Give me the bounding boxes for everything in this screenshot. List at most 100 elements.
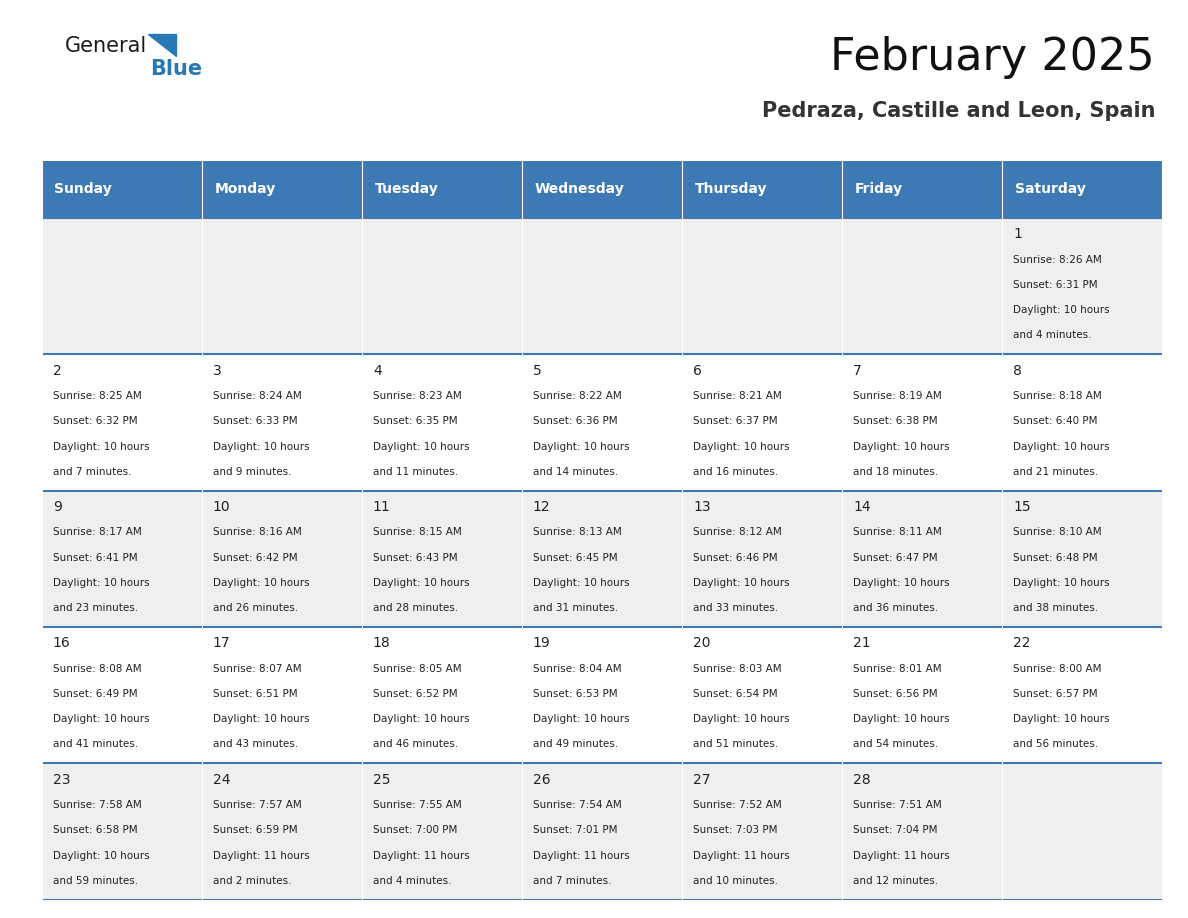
- Text: and 23 minutes.: and 23 minutes.: [52, 603, 138, 613]
- Text: Sunset: 6:36 PM: Sunset: 6:36 PM: [533, 416, 618, 426]
- Bar: [682, 627, 842, 763]
- Text: 3: 3: [213, 364, 222, 378]
- Text: 17: 17: [213, 636, 230, 651]
- Bar: [42, 354, 202, 490]
- Bar: [361, 763, 522, 900]
- Text: 1: 1: [1013, 228, 1022, 241]
- Text: Daylight: 10 hours: Daylight: 10 hours: [213, 577, 309, 588]
- Text: Sunrise: 8:19 AM: Sunrise: 8:19 AM: [853, 391, 942, 401]
- Text: Saturday: Saturday: [1015, 183, 1086, 196]
- Bar: [361, 161, 522, 218]
- Text: Daylight: 10 hours: Daylight: 10 hours: [1013, 714, 1110, 724]
- Text: 11: 11: [373, 500, 391, 514]
- Text: Sunset: 7:04 PM: Sunset: 7:04 PM: [853, 825, 937, 835]
- Text: and 31 minutes.: and 31 minutes.: [533, 603, 618, 613]
- Bar: [682, 490, 842, 627]
- Text: Sunrise: 8:12 AM: Sunrise: 8:12 AM: [693, 528, 782, 537]
- Bar: [522, 490, 682, 627]
- Text: 16: 16: [52, 636, 70, 651]
- Text: Sunset: 7:01 PM: Sunset: 7:01 PM: [533, 825, 618, 835]
- Text: 22: 22: [1013, 636, 1030, 651]
- Text: Sunset: 6:54 PM: Sunset: 6:54 PM: [693, 689, 778, 699]
- Text: and 51 minutes.: and 51 minutes.: [693, 739, 778, 749]
- Text: Sunset: 7:03 PM: Sunset: 7:03 PM: [693, 825, 777, 835]
- Text: and 43 minutes.: and 43 minutes.: [213, 739, 298, 749]
- Bar: [1001, 354, 1162, 490]
- Text: February 2025: February 2025: [830, 36, 1155, 79]
- Text: Daylight: 10 hours: Daylight: 10 hours: [1013, 442, 1110, 452]
- Bar: [42, 218, 202, 354]
- Text: Sunset: 6:41 PM: Sunset: 6:41 PM: [52, 553, 138, 563]
- Text: and 26 minutes.: and 26 minutes.: [213, 603, 298, 613]
- Text: Monday: Monday: [214, 183, 276, 196]
- Text: Sunset: 6:57 PM: Sunset: 6:57 PM: [1013, 689, 1098, 699]
- Text: Sunrise: 8:16 AM: Sunrise: 8:16 AM: [213, 528, 302, 537]
- Text: Sunset: 6:48 PM: Sunset: 6:48 PM: [1013, 553, 1098, 563]
- Bar: [522, 354, 682, 490]
- Polygon shape: [148, 34, 176, 56]
- Text: Sunset: 6:52 PM: Sunset: 6:52 PM: [373, 689, 457, 699]
- Bar: [202, 354, 361, 490]
- Text: Sunset: 6:49 PM: Sunset: 6:49 PM: [52, 689, 138, 699]
- Text: 13: 13: [693, 500, 710, 514]
- Text: and 7 minutes.: and 7 minutes.: [533, 876, 612, 886]
- Text: Daylight: 10 hours: Daylight: 10 hours: [373, 577, 469, 588]
- Text: and 21 minutes.: and 21 minutes.: [1013, 466, 1098, 476]
- Text: Sunrise: 8:23 AM: Sunrise: 8:23 AM: [373, 391, 462, 401]
- Text: Sunrise: 8:18 AM: Sunrise: 8:18 AM: [1013, 391, 1101, 401]
- Text: Sunset: 6:40 PM: Sunset: 6:40 PM: [1013, 416, 1098, 426]
- Text: Sunset: 6:33 PM: Sunset: 6:33 PM: [213, 416, 297, 426]
- Text: 15: 15: [1013, 500, 1031, 514]
- Text: Sunset: 6:32 PM: Sunset: 6:32 PM: [52, 416, 138, 426]
- Text: Sunrise: 8:00 AM: Sunrise: 8:00 AM: [1013, 664, 1101, 674]
- Text: and 11 minutes.: and 11 minutes.: [373, 466, 459, 476]
- Bar: [842, 218, 1001, 354]
- Text: Sunset: 6:56 PM: Sunset: 6:56 PM: [853, 689, 937, 699]
- Bar: [1001, 627, 1162, 763]
- Text: Daylight: 10 hours: Daylight: 10 hours: [52, 577, 150, 588]
- Text: and 18 minutes.: and 18 minutes.: [853, 466, 939, 476]
- Bar: [361, 354, 522, 490]
- Text: Daylight: 10 hours: Daylight: 10 hours: [853, 442, 949, 452]
- Text: Sunrise: 8:21 AM: Sunrise: 8:21 AM: [693, 391, 782, 401]
- Text: Sunset: 6:45 PM: Sunset: 6:45 PM: [533, 553, 618, 563]
- Bar: [202, 161, 361, 218]
- Text: Daylight: 10 hours: Daylight: 10 hours: [853, 577, 949, 588]
- Bar: [42, 490, 202, 627]
- Text: Sunrise: 8:26 AM: Sunrise: 8:26 AM: [1013, 254, 1101, 264]
- Bar: [682, 763, 842, 900]
- Text: Sunrise: 7:57 AM: Sunrise: 7:57 AM: [213, 800, 302, 810]
- Text: Tuesday: Tuesday: [374, 183, 438, 196]
- Text: and 36 minutes.: and 36 minutes.: [853, 603, 939, 613]
- Text: Sunset: 6:38 PM: Sunset: 6:38 PM: [853, 416, 937, 426]
- Text: Sunrise: 8:22 AM: Sunrise: 8:22 AM: [533, 391, 621, 401]
- Text: Sunrise: 8:11 AM: Sunrise: 8:11 AM: [853, 528, 942, 537]
- Bar: [1001, 490, 1162, 627]
- Text: Sunrise: 8:01 AM: Sunrise: 8:01 AM: [853, 664, 942, 674]
- Text: 25: 25: [373, 773, 391, 787]
- Text: and 7 minutes.: and 7 minutes.: [52, 466, 132, 476]
- Text: Daylight: 10 hours: Daylight: 10 hours: [1013, 577, 1110, 588]
- Text: Daylight: 10 hours: Daylight: 10 hours: [1013, 305, 1110, 315]
- Text: Sunrise: 7:51 AM: Sunrise: 7:51 AM: [853, 800, 942, 810]
- Text: Daylight: 10 hours: Daylight: 10 hours: [533, 442, 630, 452]
- Text: Blue: Blue: [150, 59, 202, 79]
- Text: Sunset: 6:59 PM: Sunset: 6:59 PM: [213, 825, 297, 835]
- Text: Daylight: 10 hours: Daylight: 10 hours: [853, 714, 949, 724]
- Text: 28: 28: [853, 773, 871, 787]
- Text: and 49 minutes.: and 49 minutes.: [533, 739, 618, 749]
- Text: Daylight: 10 hours: Daylight: 10 hours: [213, 714, 309, 724]
- Bar: [682, 161, 842, 218]
- Text: Sunset: 6:51 PM: Sunset: 6:51 PM: [213, 689, 297, 699]
- Text: 20: 20: [693, 636, 710, 651]
- Bar: [42, 627, 202, 763]
- Text: Daylight: 11 hours: Daylight: 11 hours: [213, 851, 310, 860]
- Text: and 9 minutes.: and 9 minutes.: [213, 466, 291, 476]
- Text: Sunrise: 8:10 AM: Sunrise: 8:10 AM: [1013, 528, 1101, 537]
- Bar: [1001, 161, 1162, 218]
- Bar: [842, 763, 1001, 900]
- Text: and 28 minutes.: and 28 minutes.: [373, 603, 459, 613]
- Bar: [1001, 763, 1162, 900]
- Text: Pedraza, Castille and Leon, Spain: Pedraza, Castille and Leon, Spain: [762, 101, 1155, 121]
- Text: Sunset: 6:53 PM: Sunset: 6:53 PM: [533, 689, 618, 699]
